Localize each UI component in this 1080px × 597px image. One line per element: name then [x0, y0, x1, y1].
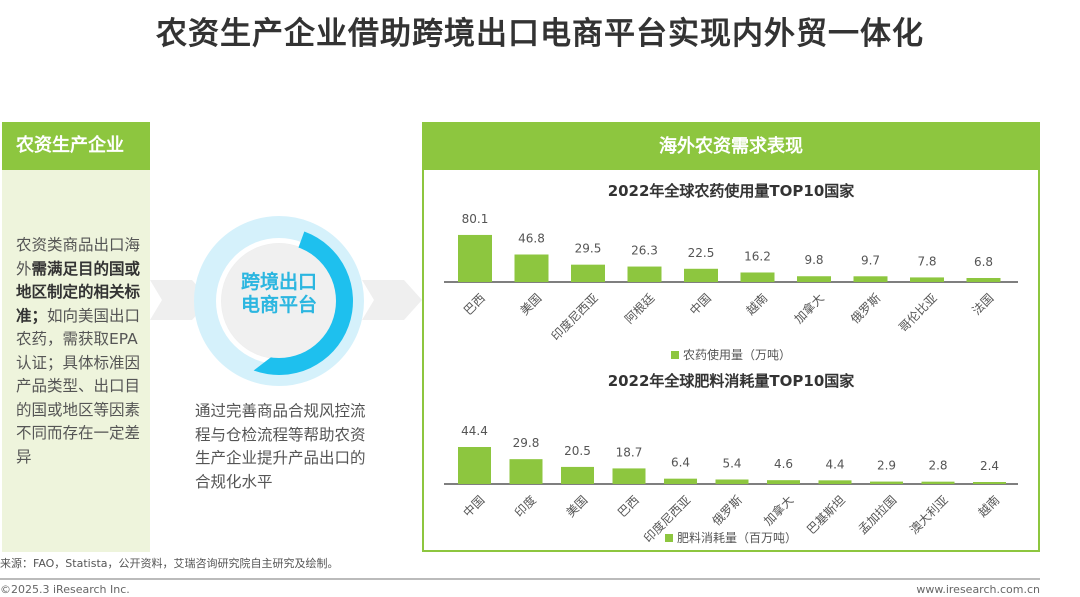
- text-bold: 需满足目的国或地区制定的相关标准；: [16, 259, 141, 325]
- bar: [684, 268, 718, 282]
- data-label: 9.7: [861, 253, 880, 267]
- arrow-right-icon: [362, 280, 422, 320]
- category-label: 哥伦比亚: [895, 290, 940, 335]
- cycle-arrows-icon: [194, 216, 364, 386]
- category-label: 印度尼西亚: [548, 290, 601, 343]
- data-label: 5.4: [722, 457, 741, 471]
- category-label: 越南: [743, 290, 771, 318]
- category-label: 美国: [518, 291, 545, 318]
- circle-label-line2: 电商平台: [240, 294, 317, 316]
- data-label: 4.6: [774, 457, 793, 471]
- cycle-circle: 跨境出口 电商平台: [193, 215, 365, 387]
- data-label: 4.4: [825, 457, 844, 471]
- bar: [818, 480, 852, 484]
- category-label: 加拿大: [760, 492, 796, 528]
- right-panel-header: 海外农资需求表现: [424, 124, 1038, 170]
- right-panel: 海外农资需求表现 2022年全球农药使用量TOP10国家 80.1 巴西 46.8 美…: [422, 122, 1040, 552]
- chart2-legend: 肥料消耗量（百万吨）: [424, 529, 1038, 546]
- bar: [571, 264, 605, 282]
- category-label: 俄罗斯: [848, 291, 883, 326]
- category-label: 印度: [511, 492, 539, 520]
- chart2-title: 2022年全球肥料消耗量TOP10国家: [607, 372, 855, 390]
- data-label: 29.5: [575, 242, 602, 256]
- left-panel-header: 农资生产企业: [2, 122, 150, 170]
- bar: [664, 478, 697, 484]
- bar: [561, 466, 594, 484]
- data-label: 20.5: [564, 444, 591, 458]
- data-label: 29.8: [513, 436, 540, 450]
- page-title: 农资生产企业借助跨境出口电商平台实现内外贸一体化: [156, 16, 924, 52]
- text-normal: 农资类商品出口海外: [16, 236, 141, 278]
- left-panel-text: 农资类商品出口海外需满足目的国或地区制定的相关标准；如向美国出口农药，需获取EP…: [16, 234, 144, 469]
- copyright: ©2025.3 iResearch Inc.: [0, 583, 130, 596]
- bar: [509, 459, 543, 484]
- center-description: 通过完善商品合规风控流程与仓检流程等帮助农资生产企业提升产品出口的合规化水平: [195, 402, 366, 491]
- bar: [458, 447, 491, 484]
- data-label: 2.9: [877, 459, 896, 473]
- bar: [797, 276, 831, 282]
- legend-label: 肥料消耗量（百万吨）: [676, 531, 797, 545]
- data-label: 46.8: [518, 232, 545, 246]
- data-label: 2.4: [980, 459, 999, 473]
- bar: [627, 266, 662, 282]
- data-label: 22.5: [688, 246, 715, 260]
- source-note: 来源：FAO，Statista，公开资料，艾瑞咨询研究院自主研究及绘制。: [0, 557, 339, 570]
- circle-label: 跨境出口 电商平台: [193, 271, 365, 317]
- category-label: 加拿大: [791, 290, 827, 326]
- chart2-plot: 44.4中国29.8印度20.5美国18.7巴西6.4印度尼西亚5.4俄罗斯4.…: [444, 424, 1018, 545]
- bar: [458, 234, 492, 282]
- bar: [740, 272, 775, 282]
- data-label: 6.4: [671, 456, 690, 470]
- data-label: 16.2: [744, 249, 771, 263]
- chart1-title: 2022年全球农药使用量TOP10国家: [607, 182, 855, 200]
- chart1-legend: 农药使用量（万吨）: [424, 346, 1038, 363]
- data-label: 18.7: [616, 445, 643, 459]
- bar: [853, 276, 888, 282]
- category-label: 中国: [460, 492, 488, 520]
- bar: [514, 254, 549, 282]
- legend-label: 农药使用量（万吨）: [682, 348, 791, 362]
- category-label: 巴西: [461, 291, 488, 318]
- legend-swatch: [670, 351, 679, 359]
- data-label: 6.8: [974, 255, 993, 269]
- data-label: 44.4: [461, 424, 488, 438]
- circle-label-line1: 跨境出口: [240, 271, 317, 293]
- bar: [921, 481, 955, 484]
- text-normal: 如向美国出口农药，需获取EPA认证；具体标准因产品类型、出口目的国或地区等因素不…: [16, 306, 141, 466]
- bar: [612, 468, 646, 484]
- category-label: 法国: [970, 291, 997, 318]
- data-label: 26.3: [631, 244, 658, 258]
- category-label: 巴西: [615, 493, 642, 520]
- category-label: 中国: [686, 290, 714, 318]
- left-panel: 农资生产企业 农资类商品出口海外需满足目的国或地区制定的相关标准；如向美国出口农…: [2, 122, 150, 552]
- category-label: 越南: [975, 492, 1003, 520]
- legend-swatch: [664, 534, 673, 542]
- category-label: 美国: [564, 493, 591, 520]
- data-label: 9.8: [804, 253, 823, 267]
- bar: [966, 278, 1001, 282]
- category-label: 俄罗斯: [710, 493, 745, 528]
- bar: [767, 480, 800, 484]
- footer-divider: [0, 578, 1040, 580]
- bar: [715, 479, 749, 484]
- category-label: 阿根廷: [622, 291, 657, 326]
- bar: [973, 482, 1006, 484]
- data-label: 80.1: [462, 212, 489, 226]
- website-link[interactable]: www.iresearch.com.cn: [916, 583, 1040, 596]
- data-label: 2.8: [928, 459, 947, 473]
- chart1-plot: 80.1 巴西 46.8 美国 29.5 印度尼西亚 26.3 阿根廷 22.5 中国 16.2 越南…: [444, 212, 1018, 343]
- data-label: 7.8: [917, 254, 936, 268]
- bar: [870, 481, 903, 484]
- bar: [910, 277, 944, 282]
